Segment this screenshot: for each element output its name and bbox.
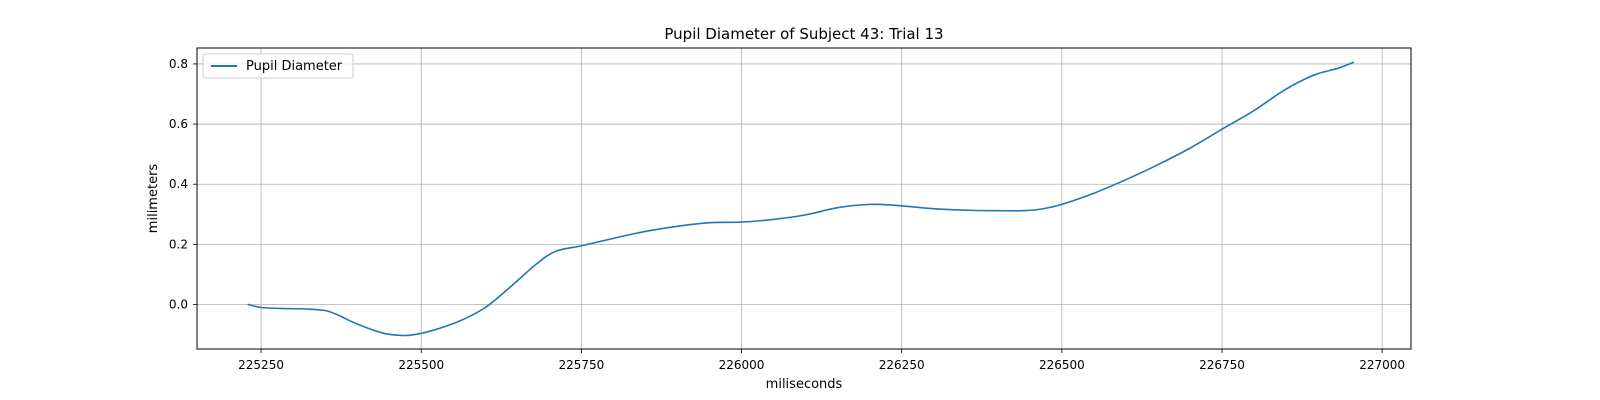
series-line-pupil-diameter (247, 61, 1355, 337)
x-axis-label: miliseconds (766, 377, 843, 392)
x-tick-label: 226500 (1039, 358, 1085, 372)
x-tick-label: 226750 (1199, 358, 1245, 372)
y-tick-label: 0.6 (169, 117, 188, 131)
x-tick-label: 226000 (719, 358, 765, 372)
y-tick-label: 0.2 (169, 237, 188, 251)
grid (197, 48, 1411, 349)
legend: Pupil Diameter (202, 53, 354, 79)
x-tick-label: 225250 (238, 358, 284, 372)
legend-box (202, 53, 354, 79)
y-tick-label: 0.4 (169, 177, 188, 191)
x-tick-label: 227000 (1359, 358, 1405, 372)
y-tick-label: 0.0 (169, 297, 188, 311)
x-tick-label: 226250 (879, 358, 925, 372)
y-axis-label: milimeters (146, 164, 161, 234)
chart-title: Pupil Diameter of Subject 43: Trial 13 (664, 25, 943, 43)
plot-frame (196, 47, 1412, 350)
x-tick-label: 225750 (558, 358, 604, 372)
y-tick-label: 0.8 (169, 57, 188, 71)
legend-label: Pupil Diameter (246, 59, 343, 74)
x-tick-label: 225500 (398, 358, 444, 372)
ticks: 225250 225500 225750 226000 226250 226500 2267… (169, 57, 1405, 372)
series-layer (247, 61, 1355, 337)
